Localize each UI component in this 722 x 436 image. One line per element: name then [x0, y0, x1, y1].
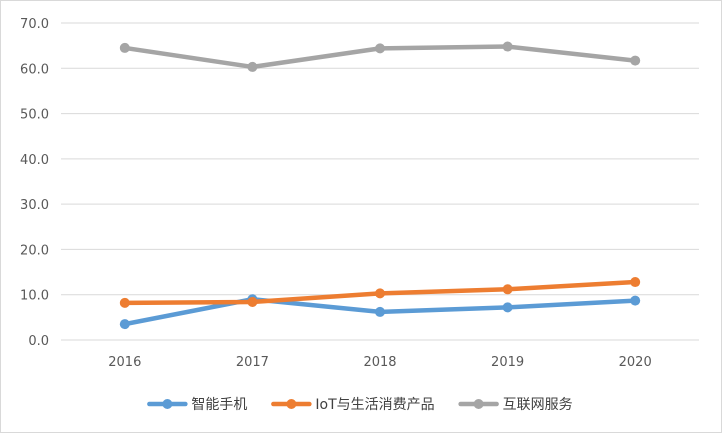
data-point	[119, 42, 130, 53]
legend-label: 智能手机	[191, 397, 247, 413]
series-2	[119, 41, 641, 72]
legend: 智能手机 IoT与生活消费产品 互联网服务	[147, 397, 573, 413]
x-tick-label: 2020	[619, 355, 652, 370]
legend-swatch-marker	[162, 399, 173, 409]
y-axis-tick-labels: 0.0 10.0 20.0 30.0 40.0 50.0 60.0 70.0	[20, 17, 49, 349]
y-tick-label: 60.0	[20, 62, 49, 77]
legend-label: IoT与生活消费产品	[315, 397, 434, 413]
series-0	[119, 294, 641, 330]
x-tick-label: 2017	[236, 355, 269, 370]
legend-item: IoT与生活消费产品	[271, 397, 435, 413]
data-point	[502, 284, 513, 295]
gridlines	[61, 22, 699, 341]
data-point	[247, 61, 258, 72]
y-tick-label: 30.0	[20, 198, 49, 213]
data-point	[630, 55, 641, 66]
data-point	[630, 277, 641, 288]
y-tick-label: 10.0	[20, 289, 49, 304]
x-tick-label: 2016	[108, 355, 141, 370]
legend-label: 互联网服务	[503, 397, 573, 413]
y-tick-label: 0.0	[28, 334, 49, 349]
legend-swatch-marker	[286, 399, 297, 409]
data-point	[502, 41, 513, 52]
data-point	[375, 288, 385, 299]
x-tick-label: 2019	[491, 355, 524, 370]
data-point	[119, 297, 130, 308]
legend-item: 智能手机	[147, 397, 247, 413]
data-point	[247, 296, 258, 307]
data-point	[375, 43, 385, 54]
data-point	[630, 295, 641, 306]
data-point	[375, 306, 385, 317]
y-tick-label: 50.0	[20, 108, 49, 123]
x-axis-tick-labels: 2016 2017 2018 2019 2020	[108, 355, 651, 370]
legend-swatch-marker	[473, 399, 484, 409]
x-tick-label: 2018	[363, 355, 396, 370]
y-tick-label: 20.0	[20, 243, 49, 258]
series-1	[119, 277, 641, 308]
legend-item: 互联网服务	[458, 397, 573, 413]
data-point	[502, 302, 513, 313]
y-tick-label: 70.0	[20, 17, 49, 32]
data-point	[119, 319, 130, 330]
series-lines	[119, 41, 641, 330]
y-tick-label: 40.0	[20, 153, 49, 168]
